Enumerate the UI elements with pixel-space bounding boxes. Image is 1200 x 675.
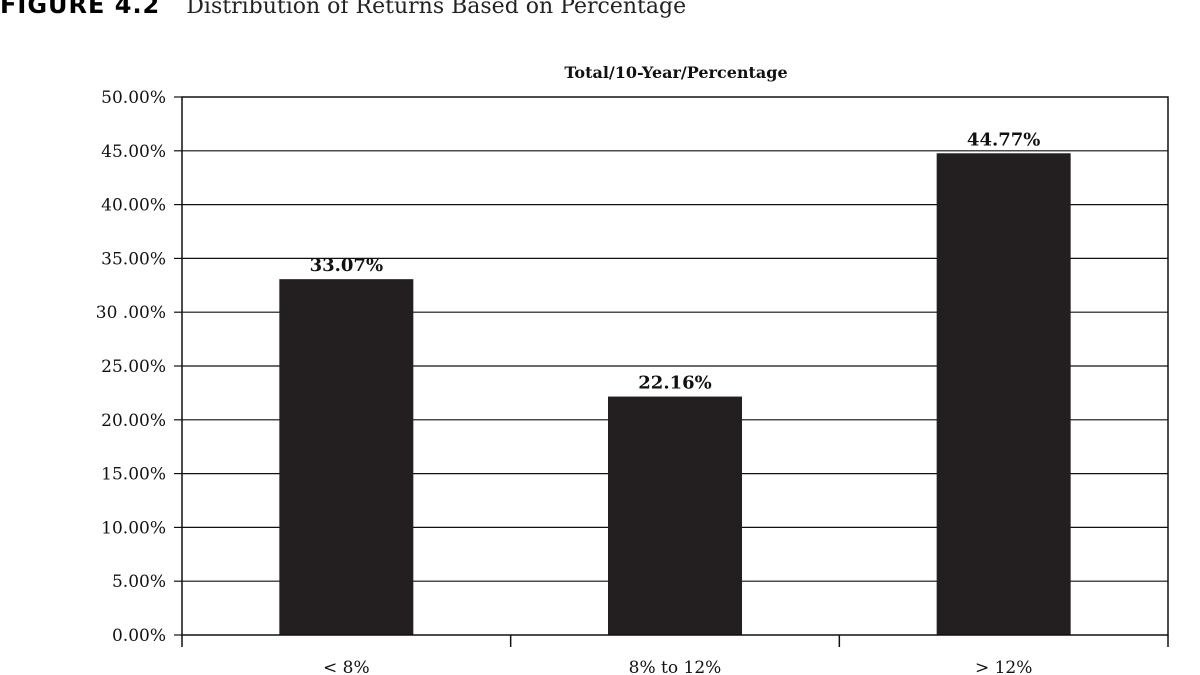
y-axis: 0.00% 5.00% 10.00% 15.00% 20.00% 25.00% 30 .00… bbox=[96, 88, 182, 646]
y-tick-label: 40.00% bbox=[101, 196, 166, 216]
x-tick-label: < 8% bbox=[323, 658, 370, 675]
chart-title: Total/10-Year/Percentage bbox=[564, 63, 787, 82]
value-labels: 33.07% 22.16% 44.77% bbox=[310, 129, 1041, 393]
x-tick-label: 8% to 12% bbox=[629, 658, 722, 675]
y-tick-label: 35.00% bbox=[101, 249, 166, 269]
figure-caption: FIGURE 4.2 Distribution of Returns Based… bbox=[0, 0, 686, 22]
y-tick-label: 45.00% bbox=[101, 142, 166, 162]
value-label: 44.77% bbox=[967, 129, 1040, 150]
y-tick-label: 10.00% bbox=[101, 518, 166, 538]
bar bbox=[608, 396, 742, 635]
y-tick-label: 5.00% bbox=[112, 572, 166, 592]
value-label: 33.07% bbox=[310, 255, 383, 276]
x-tick-label: > 12% bbox=[975, 658, 1032, 675]
value-label: 22.16% bbox=[638, 373, 711, 394]
x-axis: < 8% 8% to 12% > 12% bbox=[181, 635, 1169, 675]
y-tick-label: 50.00% bbox=[101, 88, 166, 108]
y-tick-label: 20.00% bbox=[101, 411, 166, 431]
y-tick-label: 15.00% bbox=[101, 465, 166, 485]
bars bbox=[279, 153, 1071, 636]
y-tick-label: 0.00% bbox=[112, 626, 166, 646]
y-tick-label: 25.00% bbox=[101, 357, 166, 377]
bar bbox=[936, 153, 1071, 636]
y-tick-label: 30 .00% bbox=[96, 303, 166, 323]
figure-title: Distribution of Returns Based on Percent… bbox=[186, 0, 687, 19]
bar bbox=[279, 279, 414, 635]
figure-label: FIGURE 4.2 bbox=[0, 0, 161, 19]
